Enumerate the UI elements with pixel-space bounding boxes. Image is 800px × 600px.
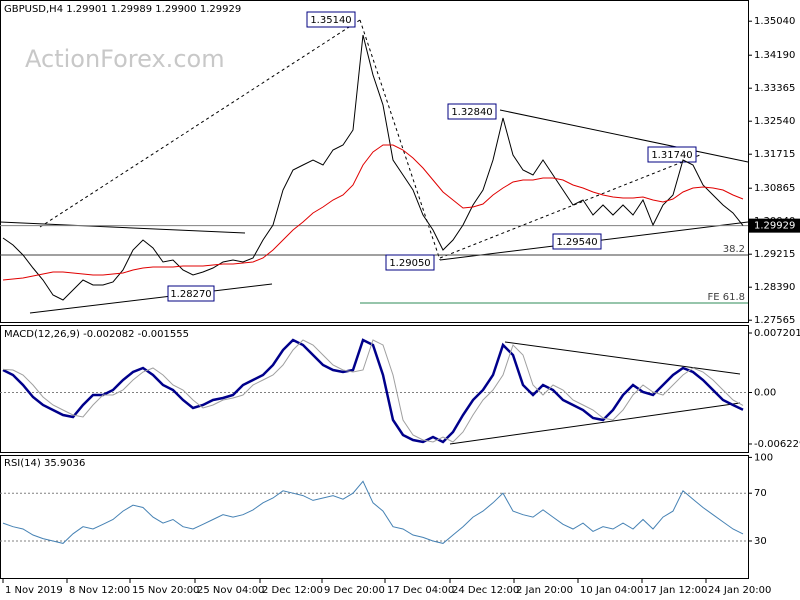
series-line bbox=[2, 339, 744, 443]
price-badge bbox=[749, 218, 800, 233]
trendline bbox=[29, 283, 273, 314]
y-tick-label: 30 bbox=[754, 536, 767, 547]
trendline bbox=[449, 402, 741, 445]
y-tick-label: 1.29215 bbox=[754, 249, 795, 260]
annotation-box bbox=[167, 285, 215, 302]
annotation-box bbox=[447, 103, 497, 120]
y-tick-label: 70 bbox=[754, 488, 767, 499]
x-tick-label: 17 Dec 04:00 bbox=[387, 585, 454, 596]
y-tick-label: 1.33365 bbox=[754, 83, 795, 94]
annotation-box bbox=[552, 233, 602, 250]
x-tick-label: 17 Jan 12:00 bbox=[644, 585, 707, 596]
x-tick-label: 1 Nov 2019 bbox=[5, 585, 63, 596]
x-tick-label: 15 Nov 20:00 bbox=[132, 585, 199, 596]
trendlines bbox=[0, 19, 749, 445]
fib-label: 38.2 bbox=[723, 244, 745, 255]
annotation: 1.35140 bbox=[310, 15, 351, 26]
y-tick-label: 1.34190 bbox=[754, 50, 795, 61]
series-line bbox=[2, 34, 744, 301]
y-tick-label: 1.27565 bbox=[754, 315, 795, 326]
rsi-title: RSI(14) 35.9036 bbox=[4, 458, 85, 469]
x-tick-label: 24 Jan 20:00 bbox=[708, 585, 771, 596]
x-tick-label: 25 Nov 04:00 bbox=[197, 585, 264, 596]
annotations: 1.35140 1.32840 1.31740 1.29540 1.29050 … bbox=[167, 11, 745, 303]
trendline bbox=[499, 109, 749, 163]
y-tick-label: 0.007201 bbox=[754, 328, 800, 339]
x-tick-label: 24 Dec 12:00 bbox=[452, 585, 519, 596]
x-tick-label: 8 Nov 12:00 bbox=[69, 585, 130, 596]
y-tick-label: 1.32540 bbox=[754, 116, 795, 127]
trendline bbox=[439, 154, 701, 259]
annotation: 1.32840 bbox=[451, 107, 492, 118]
y-tick-label: 1.30865 bbox=[754, 183, 795, 194]
annotation-box bbox=[306, 11, 356, 28]
annotation: 1.28270 bbox=[170, 289, 211, 300]
price-title: GBPUSD,H4 1.29901 1.29989 1.29900 1.2992… bbox=[4, 4, 241, 15]
y-tick-label: 1.35040 bbox=[754, 16, 795, 27]
x-tick-label: 2 Jan 20:00 bbox=[516, 585, 573, 596]
rsi-panel bbox=[0, 455, 749, 579]
macd-title: MACD(12,26,9) -0.002082 -0.001555 bbox=[4, 329, 189, 340]
annotation: 1.29540 bbox=[556, 237, 597, 248]
watermark: ActionForex.com bbox=[25, 45, 225, 73]
series-line bbox=[2, 338, 744, 444]
y-tick-label: 100 bbox=[754, 452, 773, 463]
fe-label: FE 61.8 bbox=[707, 292, 745, 303]
price-badge-label: 1.29929 bbox=[754, 221, 795, 232]
annotation: 1.31740 bbox=[651, 150, 692, 161]
price-panel bbox=[0, 0, 749, 323]
y-tick-label: -0.006229 bbox=[754, 439, 800, 450]
x-tick-label: 10 Jan 04:00 bbox=[580, 585, 643, 596]
macd-panel bbox=[0, 325, 749, 453]
annotation-box bbox=[385, 254, 435, 271]
y-tick-label: 1.31715 bbox=[754, 149, 795, 160]
annotation: 1.29050 bbox=[389, 258, 430, 269]
x-tick-label: 2 Dec 12:00 bbox=[262, 585, 323, 596]
trendline bbox=[0, 221, 246, 234]
x-tick-label: 9 Dec 20:00 bbox=[324, 585, 385, 596]
y-tick-label: 1.28390 bbox=[754, 282, 795, 293]
trendline bbox=[504, 341, 741, 375]
series-line bbox=[2, 144, 744, 281]
annotation-box bbox=[647, 146, 697, 163]
series-line bbox=[2, 480, 744, 544]
y-tick-label: 0.00 bbox=[754, 388, 776, 399]
